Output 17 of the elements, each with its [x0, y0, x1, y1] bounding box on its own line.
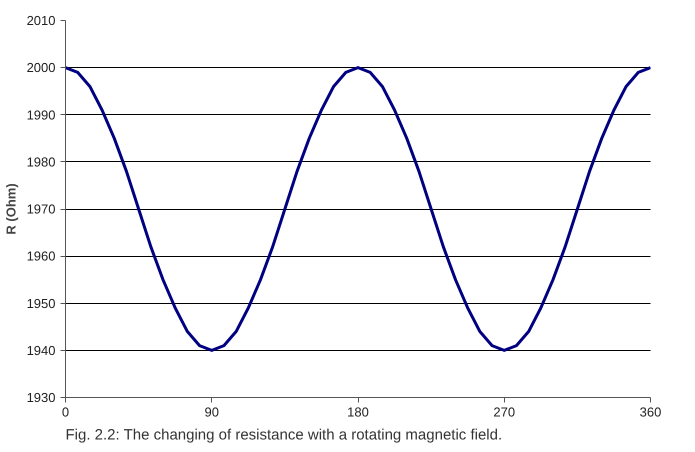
y-tick-label: 1970	[26, 202, 56, 216]
x-tick-label: 90	[204, 404, 219, 420]
y-tick-label: 1960	[26, 248, 56, 264]
x-tick-label: 270	[493, 404, 516, 420]
x-tick-label: 180	[347, 404, 369, 420]
y-tick-label: 2000	[26, 60, 56, 76]
caption: Fig. 2.2: The changing of resistance with a rotating magnetic field.	[66, 426, 502, 444]
y-tick-label: 1980	[26, 154, 56, 170]
x-tick-label: 360	[640, 404, 662, 420]
y-tick-label: 1930	[26, 390, 56, 405]
y-tick-label: 1990	[26, 107, 56, 122]
y-tick-label: 1950	[26, 296, 56, 311]
y-axis-title: R (Ohm)	[4, 183, 19, 235]
x-tick-label: 0	[62, 404, 70, 420]
y-tick-label: 2010	[26, 13, 56, 28]
y-tick-label: 1940	[26, 342, 56, 358]
line-series	[66, 66, 650, 352]
